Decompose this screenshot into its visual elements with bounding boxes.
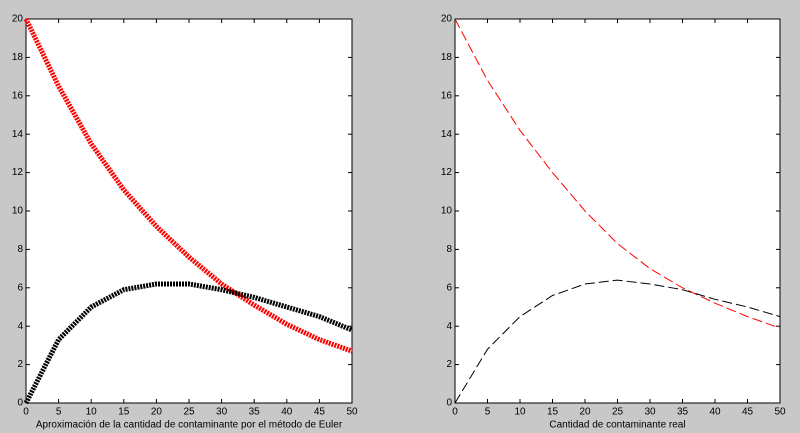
plot-area [454, 18, 781, 404]
x-axis-label: Aproximación de la cantidad de contamina… [36, 420, 343, 431]
y-tick-label: 6 [17, 282, 23, 293]
y-tick-label: 14 [12, 129, 24, 140]
y-tick-label: 0 [446, 398, 452, 409]
y-tick-label: 10 [441, 206, 453, 217]
x-tick-label: 5 [485, 407, 491, 418]
x-tick-label: 35 [677, 407, 689, 418]
y-tick-label: 20 [441, 14, 453, 25]
y-tick-label: 0 [17, 398, 23, 409]
y-tick-label: 10 [12, 206, 24, 217]
x-tick-label: 15 [118, 407, 130, 418]
x-tick-label: 20 [151, 407, 163, 418]
series-line [23, 281, 353, 405]
x-tick-label: 0 [452, 407, 458, 418]
x-axis-label: Cantidad de contaminante real [549, 420, 685, 431]
x-tick-label: 30 [216, 407, 228, 418]
y-tick-label: 2 [17, 359, 23, 370]
y-tick-label: 14 [441, 129, 453, 140]
x-tick-label: 15 [547, 407, 559, 418]
y-tick-label: 2 [446, 359, 452, 370]
x-tick-label: 25 [183, 407, 195, 418]
y-tick-label: 8 [17, 244, 23, 255]
x-tick-label: 10 [514, 407, 526, 418]
x-tick-label: 5 [56, 407, 62, 418]
x-tick-label: 30 [644, 407, 656, 418]
y-tick-label: 12 [441, 167, 453, 178]
series-line [454, 279, 781, 404]
x-tick-label: 45 [742, 407, 754, 418]
x-tick-label: 40 [709, 407, 721, 418]
x-tick-label: 40 [281, 407, 293, 418]
y-tick-label: 20 [12, 14, 24, 25]
y-tick-label: 18 [12, 52, 24, 63]
x-tick-label: 50 [346, 407, 358, 418]
series-line [23, 17, 353, 354]
y-tick-label: 18 [441, 52, 453, 63]
x-tick-label: 10 [86, 407, 98, 418]
y-tick-label: 6 [446, 282, 452, 293]
plot-area [25, 18, 353, 404]
y-tick-label: 4 [17, 321, 23, 332]
x-tick-label: 50 [774, 407, 786, 418]
y-tick-label: 16 [441, 90, 453, 101]
y-tick-label: 8 [446, 244, 452, 255]
x-tick-label: 35 [249, 407, 261, 418]
x-tick-label: 45 [314, 407, 326, 418]
y-tick-label: 4 [446, 321, 452, 332]
x-tick-label: 20 [579, 407, 591, 418]
x-tick-label: 25 [612, 407, 624, 418]
y-tick-label: 16 [12, 90, 24, 101]
x-tick-label: 0 [23, 407, 29, 418]
y-tick-label: 12 [12, 167, 24, 178]
